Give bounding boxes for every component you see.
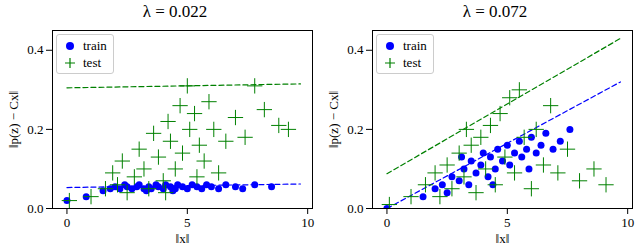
svg-text:0.0: 0.0 [347, 201, 363, 216]
svg-text:0.2: 0.2 [347, 122, 363, 137]
svg-text:0.4: 0.4 [347, 42, 364, 57]
html-text:test: test [83, 55, 102, 70]
html-text:test: test [403, 55, 422, 70]
svg-text:10: 10 [301, 215, 314, 230]
svg-text:‖p(z) − Cx‖: ‖p(z) − Cx‖ [6, 91, 21, 148]
svg-text:10: 10 [621, 215, 634, 230]
html-text:λ = 0.022: λ = 0.022 [142, 2, 208, 21]
svg-text:0.2: 0.2 [27, 122, 43, 137]
svg-text:‖x‖: ‖x‖ [496, 231, 510, 246]
svg-text:5: 5 [504, 215, 511, 230]
svg-text:0.4: 0.4 [27, 42, 44, 57]
svg-text:0.0: 0.0 [27, 201, 43, 216]
html-text:λ = 0.072: λ = 0.072 [462, 2, 528, 21]
svg-text:0: 0 [384, 215, 391, 230]
svg-text:0: 0 [64, 215, 71, 230]
svg-text:‖x‖: ‖x‖ [176, 231, 190, 246]
html-text:train: train [403, 38, 427, 53]
svg-text:5: 5 [184, 215, 191, 230]
html-text:train: train [83, 38, 107, 53]
svg-text:‖p(z) − Cx‖: ‖p(z) − Cx‖ [326, 91, 341, 148]
